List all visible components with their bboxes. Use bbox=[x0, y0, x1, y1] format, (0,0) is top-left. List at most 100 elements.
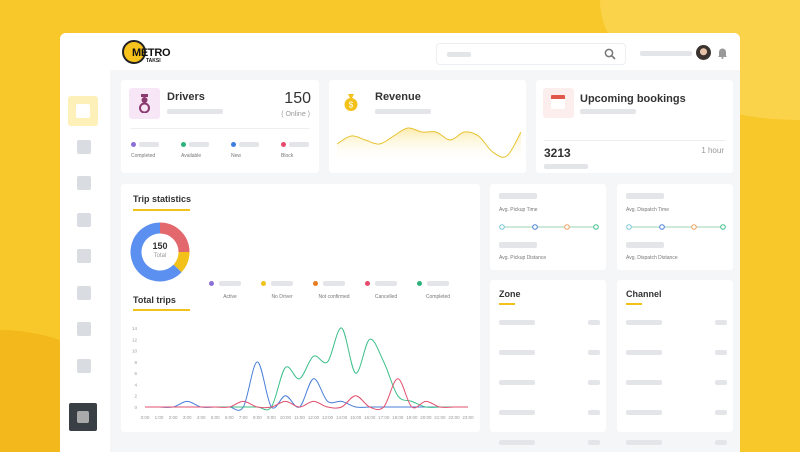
x-tick-label: 19:00 bbox=[406, 415, 418, 420]
y-tick-label: 4 bbox=[134, 382, 137, 387]
list-item bbox=[626, 410, 662, 415]
list-item bbox=[626, 350, 662, 355]
donut-slice bbox=[130, 222, 182, 282]
sidebar-item[interactable] bbox=[77, 322, 91, 336]
calendar-icon bbox=[543, 88, 574, 118]
sidebar-item[interactable] bbox=[77, 286, 91, 300]
y-tick-label: 10 bbox=[132, 349, 138, 354]
x-tick-label: 20:00 bbox=[420, 415, 432, 420]
revenue-card[interactable]: $ Revenue bbox=[329, 80, 526, 173]
bookings-title: Upcoming bookings bbox=[580, 93, 686, 105]
dispatch-time-label: Avg. Dispatch Time bbox=[626, 207, 669, 213]
x-tick-label: 13:00 bbox=[322, 415, 334, 420]
x-tick-label: 12:00 bbox=[308, 415, 320, 420]
trip-donut-chart bbox=[130, 222, 190, 282]
sidebar-item[interactable] bbox=[77, 249, 91, 263]
upcoming-bookings-card[interactable]: Upcoming bookings 3213 1 hour bbox=[536, 80, 733, 173]
trip-legend-label: Active bbox=[223, 294, 237, 300]
x-tick-label: 14:00 bbox=[336, 415, 348, 420]
sidebar-item-settings[interactable] bbox=[69, 403, 97, 431]
donut-slice bbox=[159, 222, 190, 253]
x-tick-label: 6:00 bbox=[225, 415, 234, 420]
x-tick-label: 9:00 bbox=[267, 415, 276, 420]
legend-dot bbox=[131, 142, 136, 147]
list-item bbox=[626, 320, 662, 325]
track-node bbox=[691, 224, 697, 230]
legend-dot bbox=[313, 281, 318, 286]
bookings-period: 1 hour bbox=[701, 146, 724, 155]
x-tick-label: 22:00 bbox=[448, 415, 460, 420]
avatar[interactable] bbox=[696, 45, 711, 60]
driver-icon bbox=[129, 88, 160, 119]
x-tick-label: 11:00 bbox=[294, 415, 305, 420]
series-line bbox=[144, 327, 468, 411]
donut-slice bbox=[173, 251, 190, 273]
bell-icon[interactable] bbox=[717, 47, 728, 59]
x-tick-label: 17:00 bbox=[378, 415, 390, 420]
y-tick-label: 2 bbox=[134, 394, 137, 399]
series-line bbox=[144, 378, 468, 411]
x-tick-label: 10:00 bbox=[280, 415, 292, 420]
x-tick-label: 23:00 bbox=[462, 415, 474, 420]
logo-text: METRO bbox=[132, 47, 171, 59]
legend-dot bbox=[231, 142, 236, 147]
list-item bbox=[626, 380, 662, 385]
logo[interactable] bbox=[122, 40, 146, 64]
bookings-count: 3213 bbox=[544, 146, 571, 160]
logo-subtext: TAKSI bbox=[146, 58, 161, 64]
trip-legend-label: Completed bbox=[425, 294, 451, 300]
channel-title: Channel bbox=[626, 289, 662, 299]
pickup-card: Avg. Pickup Time Avg. Pickup Distance bbox=[490, 184, 606, 270]
sidebar-item[interactable] bbox=[77, 176, 91, 190]
donut-total-label: Total bbox=[153, 253, 167, 259]
y-tick-label: 12 bbox=[132, 337, 138, 342]
sidebar-item[interactable] bbox=[77, 140, 91, 154]
trip-legend-label: Not confirmed bbox=[318, 294, 350, 300]
money-bag-icon: $ bbox=[344, 94, 358, 111]
sparkline-line bbox=[337, 127, 521, 158]
total-trips-chart: 0 2 4 6 8 10 12 14 0:00 1:00 2:00 3:00 4:00 5:00 6:00 7… bbox=[132, 326, 474, 420]
zone-title: Zone bbox=[499, 289, 521, 299]
app-window: METRO TAKSI Drivers 150 ( Online ) Compl… bbox=[60, 33, 740, 452]
drivers-card[interactable]: Drivers 150 ( Online ) Completed Availabl… bbox=[121, 80, 319, 173]
username-placeholder bbox=[640, 51, 692, 56]
list-item bbox=[626, 440, 662, 445]
list-item bbox=[499, 410, 535, 415]
sidebar-item[interactable] bbox=[77, 213, 91, 227]
list-item bbox=[499, 350, 535, 355]
legend-dot bbox=[417, 281, 422, 286]
trip-statistics-card: Trip statistics 150 Total Active No Drive… bbox=[121, 184, 480, 432]
pickup-progress-track bbox=[499, 224, 599, 230]
drivers-count: 150 bbox=[284, 90, 311, 107]
legend-dot bbox=[181, 142, 186, 147]
track-node bbox=[499, 224, 505, 230]
zone-card: Zone bbox=[490, 280, 606, 445]
drivers-legend-label: Available bbox=[181, 153, 202, 159]
trip-legend-label: Cancelled bbox=[374, 294, 398, 300]
trip-legend-label: No Driver bbox=[271, 294, 293, 300]
search-icon[interactable] bbox=[604, 48, 616, 60]
y-tick-label: 6 bbox=[134, 371, 137, 376]
sidebar-item[interactable] bbox=[77, 359, 91, 373]
dispatch-distance-label: Avg. Dispatch Distance bbox=[626, 255, 678, 261]
x-tick-label: 1:00 bbox=[155, 415, 164, 420]
header: METRO TAKSI bbox=[60, 33, 740, 70]
trip-stats-title: Trip statistics bbox=[133, 194, 192, 204]
donut-total: 150 bbox=[152, 241, 168, 251]
drivers-legend-label: Completed bbox=[131, 153, 156, 159]
track-node bbox=[626, 224, 632, 230]
track-node bbox=[659, 224, 665, 230]
x-tick-label: 3:00 bbox=[183, 415, 192, 420]
revenue-sparkline bbox=[337, 127, 521, 162]
track-node bbox=[593, 224, 599, 230]
sidebar-item-dashboard[interactable] bbox=[68, 96, 98, 126]
search-input[interactable] bbox=[436, 43, 626, 65]
x-tick-label: 7:00 bbox=[239, 415, 248, 420]
x-tick-label: 5:00 bbox=[211, 415, 220, 420]
y-tick-label: 8 bbox=[134, 360, 137, 365]
dispatch-progress-track bbox=[626, 224, 726, 230]
pickup-time-label: Avg. Pickup Time bbox=[499, 207, 538, 213]
pickup-distance-label: Avg. Pickup Distance bbox=[499, 255, 547, 261]
track-node bbox=[720, 224, 726, 230]
drivers-legend-label: New bbox=[231, 153, 242, 159]
